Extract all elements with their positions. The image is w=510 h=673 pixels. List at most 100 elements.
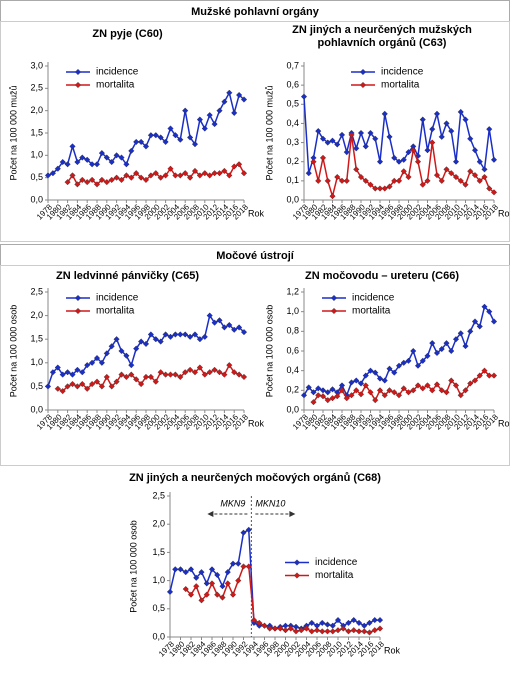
- y-tick-label: 2,5: [152, 490, 165, 500]
- data-point: [315, 177, 322, 184]
- data-point: [216, 317, 223, 324]
- data-point: [313, 627, 321, 634]
- data-point: [462, 343, 469, 350]
- data-point: [240, 329, 248, 336]
- data-point: [118, 176, 125, 183]
- data-point: [177, 566, 184, 573]
- y-tick-label: 2,0: [30, 310, 43, 320]
- chart-title: ZN močovodu – ureteru (C66): [304, 270, 460, 282]
- data-point: [366, 629, 373, 636]
- data-point: [84, 385, 91, 392]
- data-point: [231, 369, 238, 376]
- data-point: [231, 326, 238, 333]
- data-point: [193, 583, 200, 590]
- y-tick-label: 0,1: [286, 175, 299, 185]
- data-point: [123, 172, 130, 179]
- data-point: [235, 560, 242, 567]
- data-point: [103, 179, 110, 186]
- data-point: [367, 389, 374, 396]
- data-point: [198, 569, 205, 576]
- data-point: [282, 627, 289, 634]
- data-point: [133, 138, 140, 146]
- data-point: [386, 133, 393, 140]
- data-point: [98, 359, 105, 366]
- data-point: [400, 156, 407, 163]
- data-point: [191, 369, 199, 376]
- data-point: [362, 143, 369, 150]
- chart-title: ZN jiných a neurčených močových orgánů (…: [129, 472, 381, 484]
- y-tick-label: 0,5: [286, 99, 299, 109]
- data-point: [182, 170, 189, 177]
- data-point: [172, 371, 179, 378]
- data-point: [64, 179, 71, 186]
- data-point: [486, 126, 493, 133]
- data-point: [381, 185, 388, 192]
- y-tick-label: 0,4: [286, 118, 299, 128]
- data-point: [187, 174, 194, 181]
- data-point: [214, 591, 221, 598]
- data-point: [93, 181, 101, 188]
- data-point: [371, 627, 378, 634]
- data-point: [182, 107, 189, 114]
- data-point: [490, 156, 498, 163]
- data-point: [214, 571, 221, 579]
- y-tick-label: 0,0: [152, 631, 165, 641]
- data-point: [167, 125, 174, 132]
- data-point: [177, 373, 184, 381]
- data-point: [414, 382, 422, 389]
- data-point: [452, 336, 460, 343]
- data-point: [448, 347, 455, 355]
- data-point: [123, 352, 130, 359]
- data-point: [54, 385, 61, 392]
- data-point: [367, 129, 374, 137]
- data-point: [355, 619, 363, 626]
- data-point: [187, 134, 194, 141]
- data-point: [334, 141, 341, 148]
- data-point: [419, 357, 426, 364]
- data-point: [211, 170, 218, 177]
- data-point: [324, 177, 331, 184]
- data-point: [376, 375, 384, 382]
- legend-label: mortalita: [381, 80, 420, 91]
- annotation-arrowhead: [207, 511, 214, 517]
- data-point: [224, 569, 231, 576]
- chart-title: ZN ledvinné pánvičky (C65): [55, 270, 200, 282]
- data-point: [371, 616, 378, 624]
- data-point: [481, 173, 488, 181]
- data-point: [177, 331, 184, 338]
- data-point: [167, 371, 174, 378]
- data-point: [201, 170, 208, 177]
- data-point: [395, 177, 403, 184]
- data-point: [142, 176, 150, 183]
- data-point: [167, 165, 174, 172]
- data-point: [44, 383, 52, 390]
- data-point: [429, 139, 436, 146]
- annotation: MKN10: [255, 498, 285, 508]
- data-point: [69, 380, 76, 388]
- data-point: [310, 389, 317, 396]
- data-point: [79, 176, 86, 183]
- data-point: [471, 377, 479, 384]
- data-point: [433, 172, 441, 179]
- data-point: [467, 135, 474, 142]
- data-point: [196, 364, 203, 371]
- data-point: [376, 625, 384, 632]
- data-point: [277, 625, 284, 632]
- data-point: [191, 331, 199, 338]
- data-point: [405, 149, 412, 156]
- x-axis-label: Rok: [384, 645, 401, 655]
- data-point: [486, 185, 493, 192]
- data-point: [391, 177, 398, 184]
- data-point: [367, 367, 374, 374]
- legend-marker: [74, 81, 82, 89]
- y-tick-label: 0,2: [286, 385, 299, 395]
- data-point: [395, 362, 403, 369]
- data-point: [357, 391, 365, 398]
- series-line: [303, 305, 495, 398]
- data-point: [196, 336, 203, 343]
- data-point: [400, 359, 407, 366]
- data-point: [287, 625, 294, 632]
- data-point: [486, 308, 493, 315]
- data-point: [93, 354, 101, 362]
- data-point: [438, 387, 445, 394]
